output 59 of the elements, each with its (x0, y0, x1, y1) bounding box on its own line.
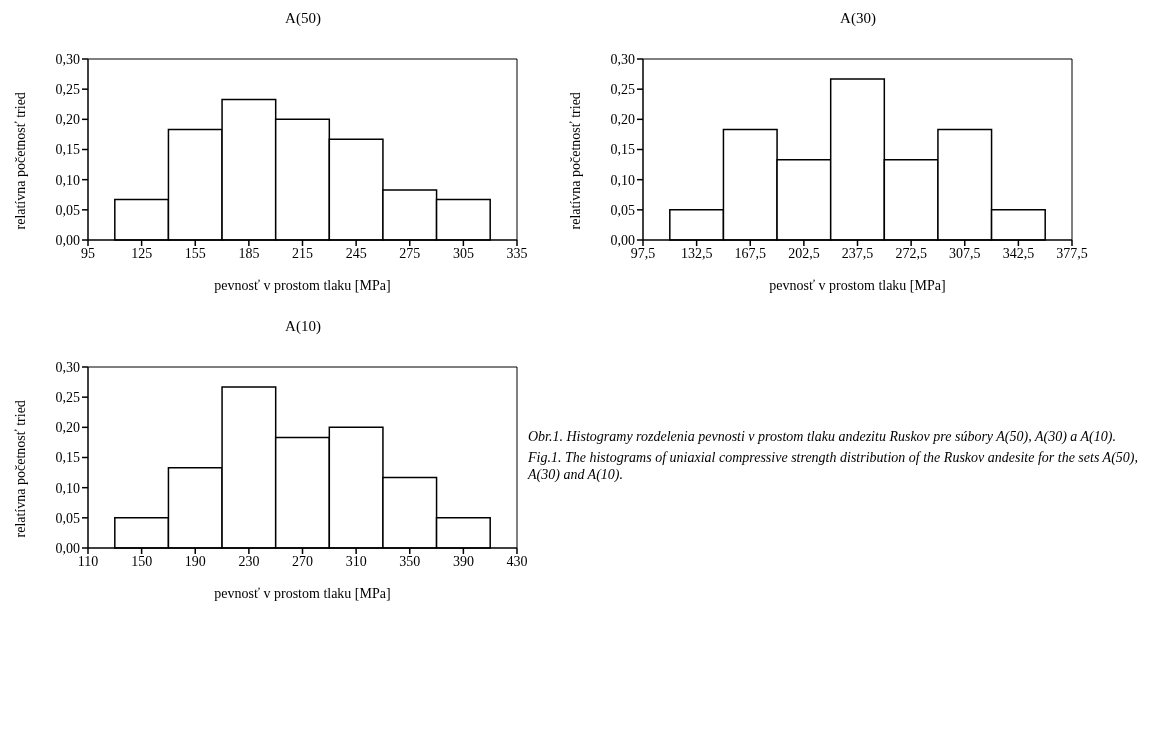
y-tick-label: 0,10 (610, 172, 635, 188)
x-axis-title: pevnosť v prostom tlaku [MPa] (214, 278, 391, 293)
y-tick-label: 0,30 (55, 51, 80, 67)
x-tick-label: 97,5 (630, 245, 656, 261)
x-tick-label: 185 (238, 245, 260, 261)
y-tick-label: 0,15 (610, 142, 635, 158)
x-tick-label: 155 (184, 245, 206, 261)
x-tick-label: 342,5 (1002, 245, 1035, 261)
y-axis-title: relatívna početnosť tried (567, 92, 583, 230)
y-tick-label: 0,25 (55, 82, 80, 98)
x-tick-label: 245 (345, 245, 367, 261)
y-tick-label: 0,25 (55, 390, 80, 406)
y-tick-label: 0,30 (610, 51, 635, 67)
y-tick-label: 0,05 (55, 510, 80, 526)
x-tick-label: 230 (238, 553, 260, 569)
x-tick-label: 275 (399, 245, 421, 261)
text: Obr.1. Histogramy rozdelenia pevnosti v prostom tlaku andezitu Ruskov pre súbory A(50), A(30) a A(10). (528, 428, 1117, 445)
x-tick-label: 272,5 (895, 245, 927, 261)
y-axis-title: relatívna početnosť tried (12, 400, 28, 538)
x-tick-label: 377,5 (1056, 245, 1088, 261)
x-tick-label: 150 (131, 553, 153, 569)
x-tick-label: 270 (292, 553, 313, 569)
x-tick-label: 95 (81, 245, 95, 261)
x-tick-label: 132,5 (680, 245, 713, 261)
x-tick-label: 390 (452, 553, 474, 569)
y-tick-label: 0,25 (610, 82, 635, 98)
y-tick-label: 0,00 (55, 232, 80, 248)
x-axis-title: pevnosť v prostom tlaku [MPa] (214, 586, 391, 601)
y-tick-label: 0,10 (55, 172, 80, 188)
y-tick-label: 0,20 (610, 112, 635, 128)
y-tick-label: 0,05 (55, 202, 80, 218)
chart-title: A(30) (839, 10, 877, 28)
y-tick-label: 0,20 (55, 112, 80, 128)
y-tick-label: 0,10 (55, 480, 80, 496)
x-tick-label: 190 (184, 553, 206, 569)
x-tick-label: 335 (506, 245, 528, 261)
x-tick-label: 350 (399, 553, 421, 569)
x-tick-label: 307,5 (949, 245, 981, 261)
chart-title: A(50) (284, 10, 322, 28)
chart-title: A(10) (284, 318, 322, 336)
y-tick-label: 0,20 (55, 420, 80, 436)
x-tick-label: 430 (506, 553, 528, 569)
x-tick-label: 237,5 (841, 245, 874, 261)
x-tick-label: 202,5 (788, 245, 820, 261)
x-tick-label: 167,5 (734, 245, 766, 261)
x-axis-title: pevnosť v prostom tlaku [MPa] (769, 278, 946, 293)
caption: Fig.1. The histograms of uniaxial compressive strength distribution of the Ruskov andesite for the sets A(50), A(30) and A(10). (528, 449, 1139, 483)
y-tick-label: 0,00 (55, 540, 80, 556)
x-tick-label: 110 (77, 553, 99, 569)
y-tick-label: 0,05 (610, 202, 635, 218)
y-tick-label: 0,00 (610, 232, 635, 248)
y-tick-label: 0,15 (55, 142, 80, 158)
x-tick-label: 215 (292, 245, 313, 261)
x-tick-label: 125 (131, 245, 153, 261)
y-tick-label: 0,15 (55, 450, 80, 466)
x-tick-label: 310 (345, 553, 367, 569)
y-axis-title: relatívna početnosť tried (12, 92, 28, 230)
y-tick-label: 0,30 (55, 359, 80, 375)
x-tick-label: 305 (452, 245, 474, 261)
